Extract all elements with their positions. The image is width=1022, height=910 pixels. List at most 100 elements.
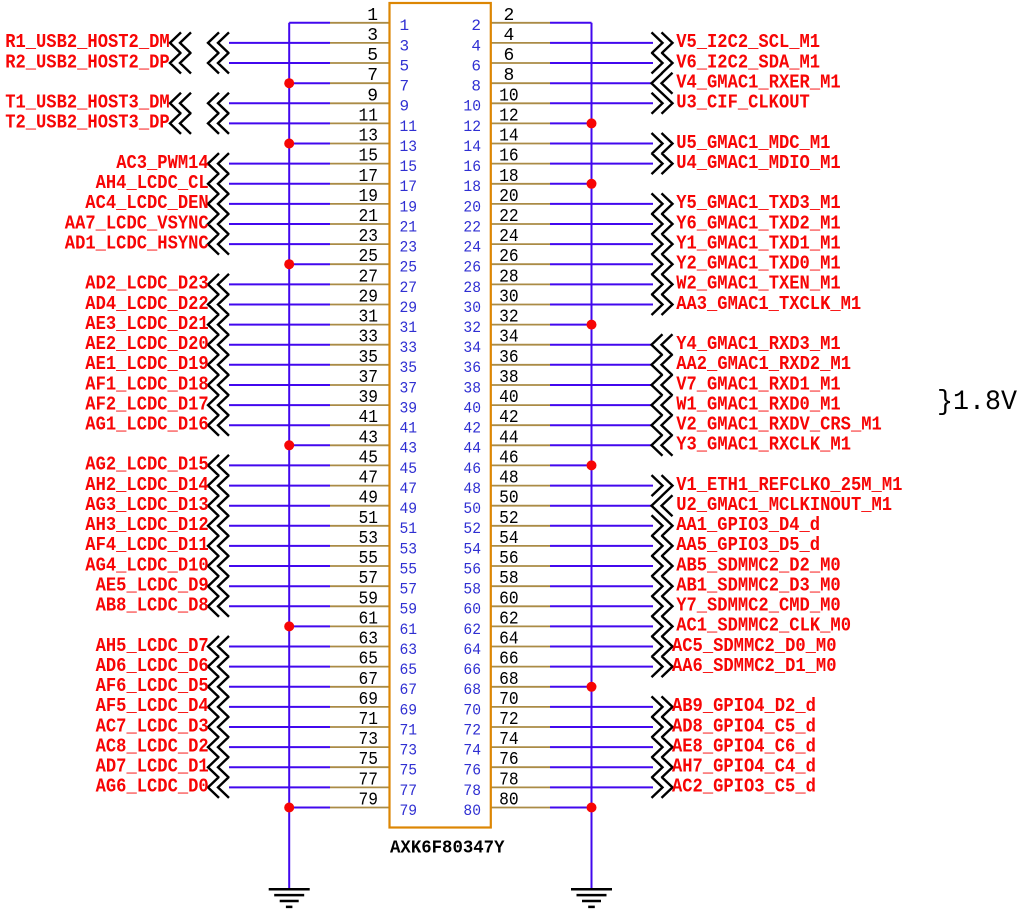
svg-text:AC2_GPIO3_C5_d: AC2_GPIO3_C5_d [672,776,816,798]
svg-text:39: 39 [359,388,379,408]
svg-text:8: 8 [471,78,481,96]
svg-text:AF2_LCDC_D17: AF2_LCDC_D17 [85,393,208,415]
svg-text:57: 57 [400,581,418,599]
svg-text:80: 80 [463,802,481,820]
svg-text:36: 36 [463,359,481,377]
svg-text:AA3_GMAC1_TXCLK_M1: AA3_GMAC1_TXCLK_M1 [676,293,861,315]
svg-text:AC5_SDMMC2_D0_M0: AC5_SDMMC2_D0_M0 [672,635,837,657]
svg-text:52: 52 [499,509,519,529]
svg-text:1: 1 [367,6,378,26]
svg-text:AG4_LCDC_D10: AG4_LCDC_D10 [85,554,208,576]
svg-text:32: 32 [463,319,481,337]
svg-text:18: 18 [499,167,519,187]
svg-text:T1_USB2_HOST3_DM: T1_USB2_HOST3_DM [5,92,170,114]
svg-text:29: 29 [400,299,418,317]
svg-text:AE8_GPIO4_C6_d: AE8_GPIO4_C6_d [672,735,816,757]
svg-text:22: 22 [499,207,519,227]
svg-text:73: 73 [359,730,379,750]
svg-text:23: 23 [359,227,379,247]
svg-text:76: 76 [463,762,481,780]
svg-text:30: 30 [463,299,481,317]
svg-text:39: 39 [400,400,418,418]
svg-text:10: 10 [463,98,481,116]
svg-text:AH4_LCDC_CL: AH4_LCDC_CL [96,172,209,194]
svg-text:AC8_LCDC_D2: AC8_LCDC_D2 [96,735,209,757]
svg-text:AE1_LCDC_D19: AE1_LCDC_D19 [85,353,208,375]
svg-text:62: 62 [499,609,519,629]
svg-text:35: 35 [359,348,379,368]
svg-text:19: 19 [400,198,418,216]
svg-text:7: 7 [367,66,378,86]
svg-text:48: 48 [463,480,481,498]
svg-text:54: 54 [463,540,481,558]
svg-text:50: 50 [463,500,481,518]
svg-text:34: 34 [499,328,519,348]
svg-text:40: 40 [463,400,481,418]
svg-text:75: 75 [400,762,418,780]
svg-text:50: 50 [499,489,519,509]
svg-text:68: 68 [463,681,481,699]
svg-text:AG2_LCDC_D15: AG2_LCDC_D15 [85,454,208,476]
svg-text:73: 73 [400,742,418,760]
svg-text:W2_GMAC1_TXEN_M1: W2_GMAC1_TXEN_M1 [676,273,841,295]
svg-text:55: 55 [359,549,379,569]
svg-text:67: 67 [400,681,418,699]
svg-text:43: 43 [400,440,418,458]
svg-text:Y5_GMAC1_TXD3_M1: Y5_GMAC1_TXD3_M1 [676,192,841,214]
svg-text:38: 38 [499,368,519,388]
svg-text:72: 72 [499,710,519,730]
svg-text:21: 21 [400,218,418,236]
svg-text:AB5_SDMMC2_D2_M0: AB5_SDMMC2_D2_M0 [676,554,841,576]
svg-text:1: 1 [400,17,410,35]
svg-text:AD2_LCDC_D23: AD2_LCDC_D23 [85,273,208,295]
svg-text:6: 6 [503,46,514,66]
svg-text:7: 7 [400,78,410,96]
svg-text:25: 25 [359,247,379,267]
svg-text:79: 79 [359,791,379,811]
svg-text:V7_GMAC1_RXD1_M1: V7_GMAC1_RXD1_M1 [676,373,841,395]
svg-text:37: 37 [359,368,379,388]
svg-text:21: 21 [359,207,379,227]
svg-text:26: 26 [499,247,519,267]
svg-text:51: 51 [400,520,418,538]
svg-text:66: 66 [499,650,519,670]
svg-text:63: 63 [400,641,418,659]
svg-text:AA5_GPIO3_D5_d: AA5_GPIO3_D5_d [676,534,820,556]
svg-text:32: 32 [499,308,519,328]
svg-text:AF1_LCDC_D18: AF1_LCDC_D18 [85,373,208,395]
svg-text:58: 58 [499,569,519,589]
svg-text:}1.8V: }1.8V [937,387,1017,418]
svg-text:17: 17 [400,178,418,196]
svg-text:6: 6 [471,57,481,75]
svg-text:37: 37 [400,379,418,397]
svg-text:AC1_SDMMC2_CLK_M0: AC1_SDMMC2_CLK_M0 [676,615,851,637]
svg-text:64: 64 [463,641,481,659]
svg-text:41: 41 [359,408,379,428]
svg-text:65: 65 [359,650,379,670]
svg-text:AE3_LCDC_D21: AE3_LCDC_D21 [85,313,208,335]
svg-text:AD8_GPIO4_C5_d: AD8_GPIO4_C5_d [672,715,816,737]
svg-text:45: 45 [400,460,418,478]
svg-text:AB9_GPIO4_D2_d: AB9_GPIO4_D2_d [672,695,816,717]
svg-text:AE5_LCDC_D9: AE5_LCDC_D9 [96,575,209,597]
svg-text:46: 46 [499,448,519,468]
svg-text:47: 47 [400,480,418,498]
svg-text:T2_USB2_HOST3_DP: T2_USB2_HOST3_DP [5,112,170,134]
svg-text:AD1_LCDC_HSYNC: AD1_LCDC_HSYNC [65,232,209,254]
svg-text:3: 3 [367,26,378,46]
svg-text:Y2_GMAC1_TXD0_M1: Y2_GMAC1_TXD0_M1 [676,253,841,275]
svg-text:58: 58 [463,581,481,599]
svg-text:70: 70 [499,690,519,710]
svg-text:57: 57 [359,569,379,589]
svg-text:67: 67 [359,670,379,690]
svg-text:77: 77 [400,782,418,800]
svg-text:28: 28 [463,279,481,297]
svg-text:15: 15 [359,147,379,167]
svg-text:74: 74 [463,742,481,760]
svg-text:19: 19 [359,187,379,207]
svg-text:48: 48 [499,469,519,489]
svg-text:56: 56 [463,560,481,578]
svg-text:AH3_LCDC_D12: AH3_LCDC_D12 [85,514,208,536]
svg-text:AD4_LCDC_D22: AD4_LCDC_D22 [85,293,208,315]
svg-text:5: 5 [400,57,410,75]
